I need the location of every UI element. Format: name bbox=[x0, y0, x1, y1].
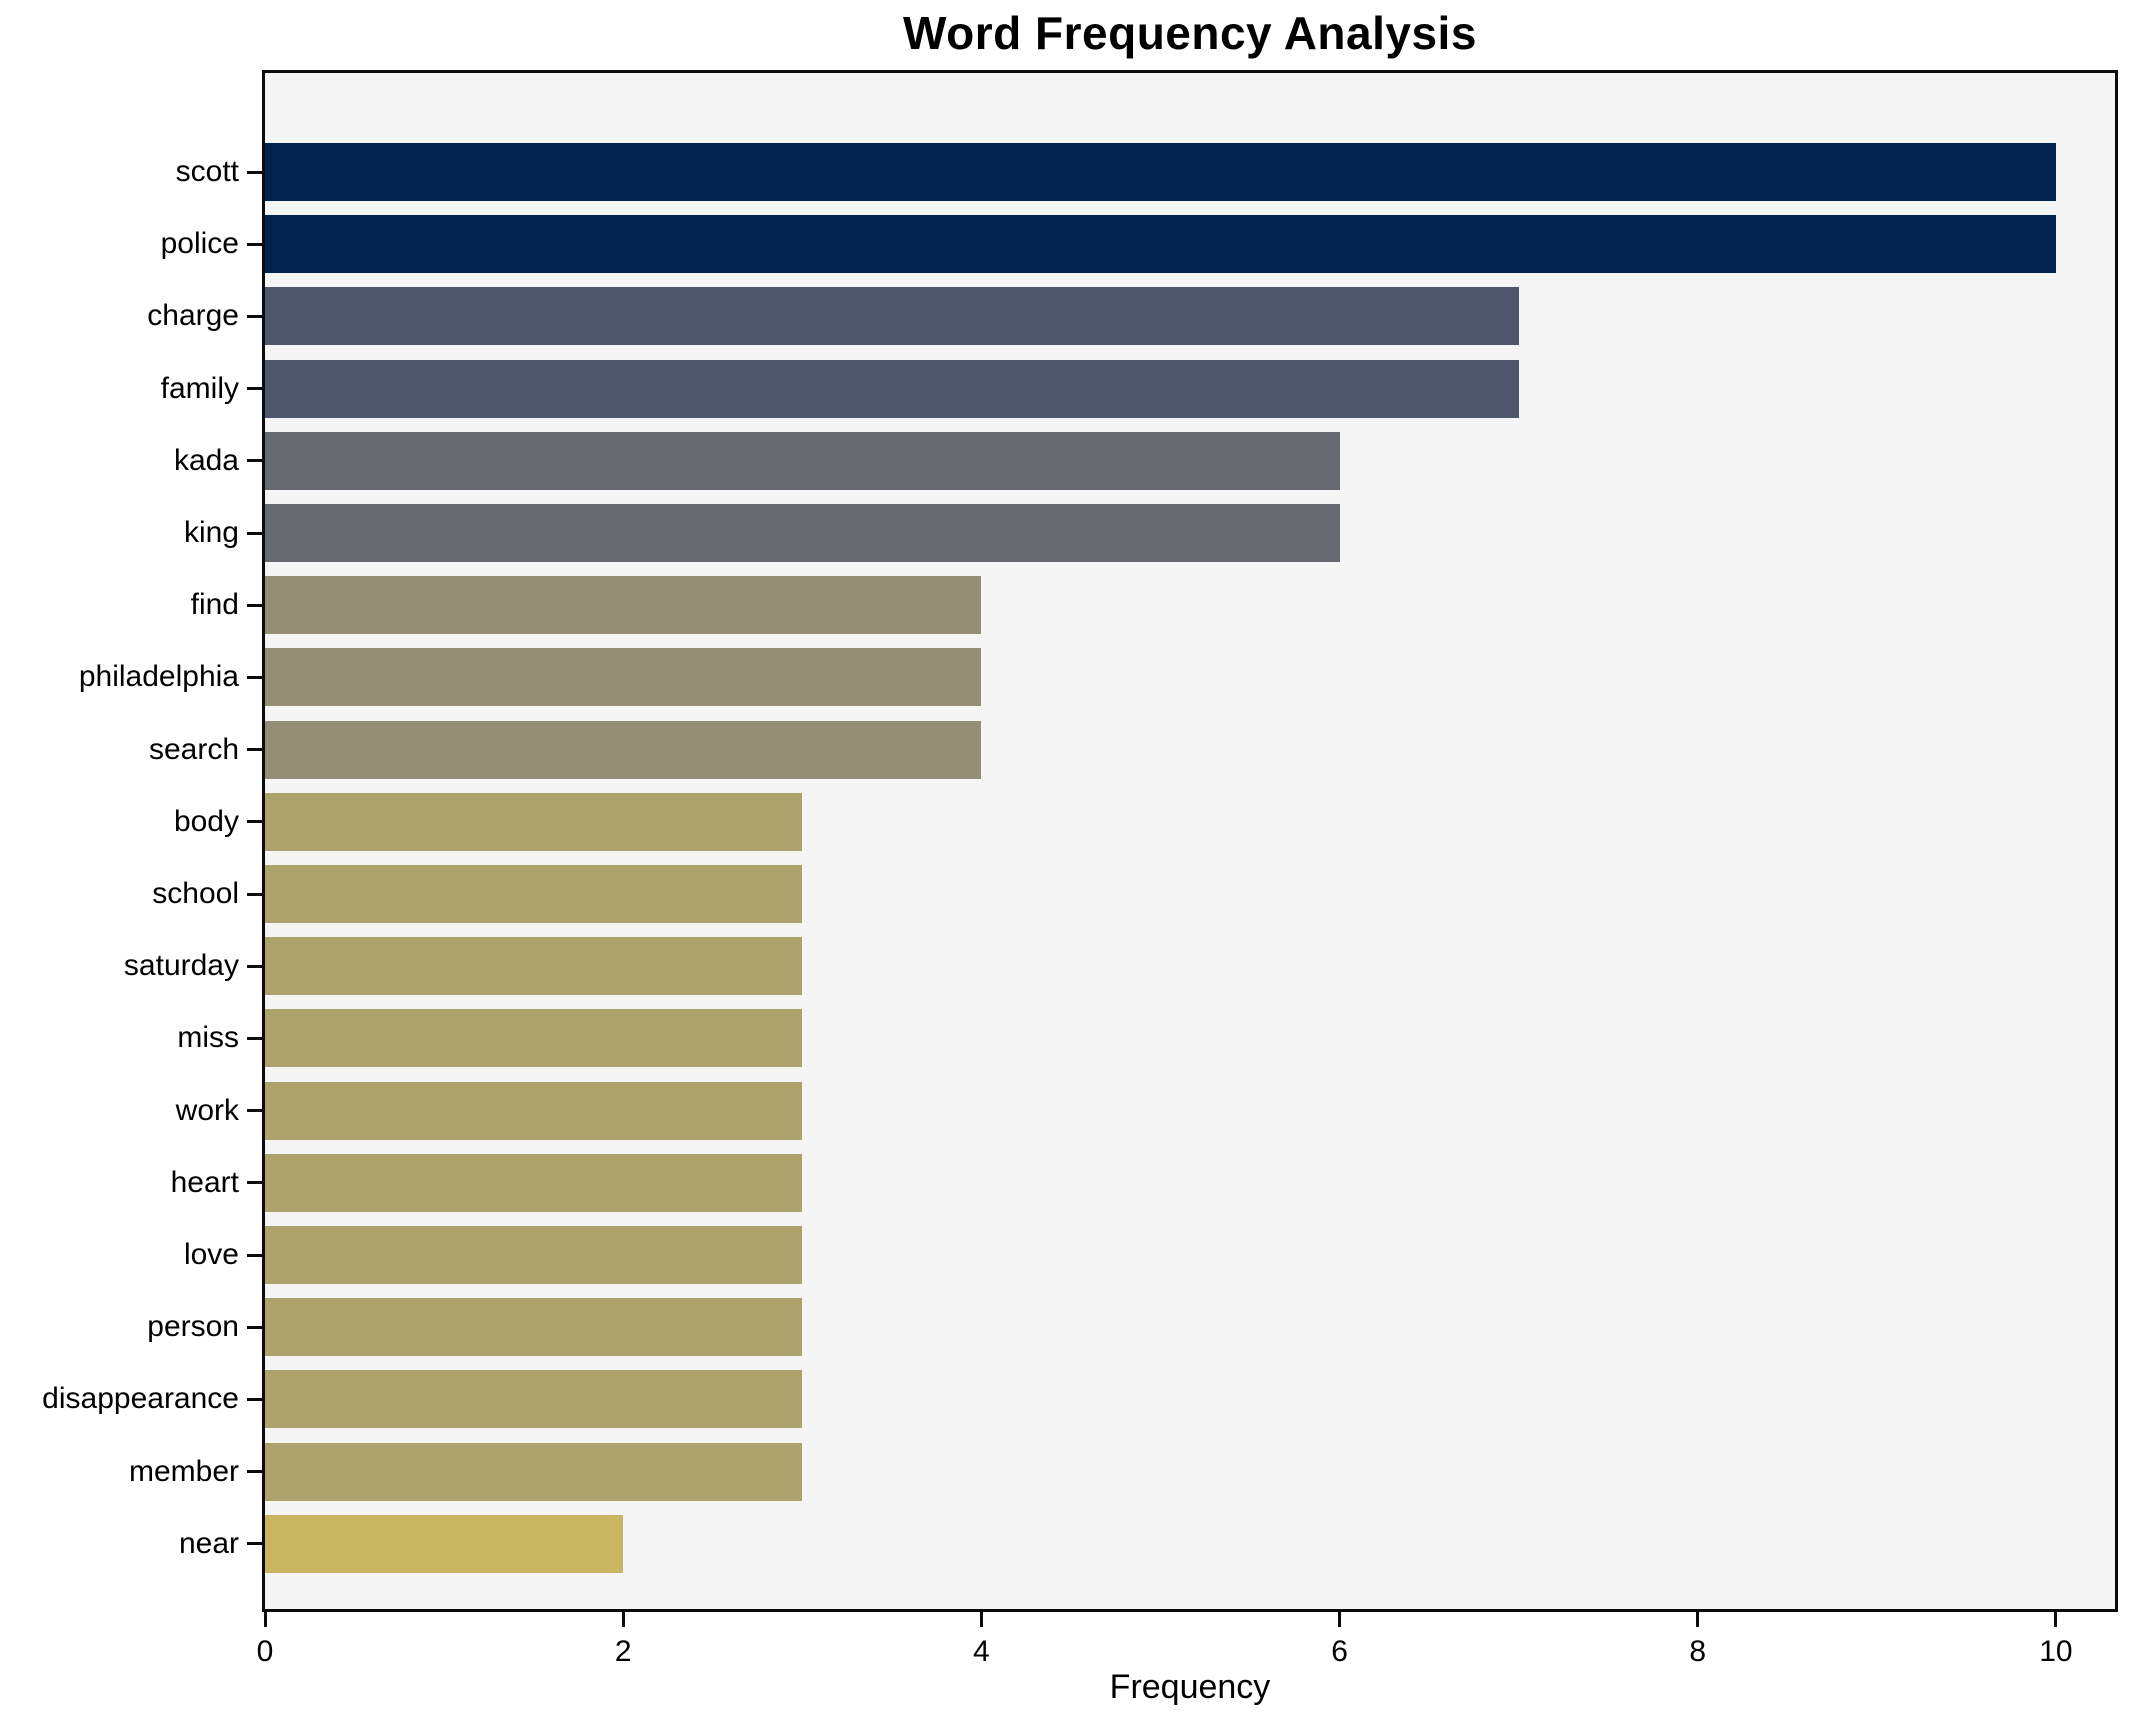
bar-family bbox=[265, 359, 1519, 418]
bar-police bbox=[265, 215, 2056, 274]
bar-search bbox=[265, 720, 982, 779]
x-tick-label-6: 6 bbox=[1331, 1635, 1348, 1668]
x-tick-8 bbox=[1696, 1612, 1700, 1627]
x-tick-4 bbox=[979, 1612, 983, 1627]
y-tick-label-philadelphia: philadelphia bbox=[78, 660, 239, 694]
y-tick-label-family: family bbox=[160, 371, 239, 405]
y-tick-label-king: king bbox=[183, 516, 239, 549]
y-tick-label-disappearance: disappearance bbox=[42, 1382, 239, 1416]
y-tick-charge bbox=[247, 314, 262, 318]
x-tick-label-8: 8 bbox=[1689, 1635, 1707, 1668]
x-axis-label: Frequency bbox=[1109, 1668, 1271, 1706]
x-tick-label-0: 0 bbox=[256, 1635, 274, 1668]
y-tick-disappearance bbox=[247, 1397, 262, 1401]
y-tick-scott bbox=[247, 170, 262, 174]
bar-love bbox=[265, 1226, 803, 1284]
bar-miss bbox=[265, 1009, 803, 1068]
plot-area bbox=[262, 70, 2118, 1612]
bar-heart bbox=[265, 1153, 803, 1212]
y-tick-heart bbox=[247, 1181, 262, 1185]
y-tick-body bbox=[247, 820, 262, 824]
y-tick-label-police: police bbox=[160, 227, 239, 261]
bar-philadelphia bbox=[265, 648, 982, 707]
x-tick-label-10: 10 bbox=[2039, 1635, 2073, 1668]
y-tick-king bbox=[247, 531, 262, 535]
bar-school bbox=[265, 865, 803, 923]
y-tick-label-member: member bbox=[128, 1454, 239, 1488]
bar-king bbox=[265, 504, 1340, 562]
y-tick-label-school: school bbox=[152, 877, 239, 910]
y-tick-label-miss: miss bbox=[177, 1021, 239, 1055]
y-tick-search bbox=[247, 748, 262, 752]
bar-body bbox=[265, 792, 803, 851]
x-tick-0 bbox=[263, 1612, 267, 1627]
x-tick-label-2: 2 bbox=[614, 1635, 632, 1668]
x-tick-6 bbox=[1338, 1612, 1342, 1627]
x-tick-10 bbox=[2054, 1612, 2058, 1627]
y-tick-label-find: find bbox=[190, 588, 239, 622]
x-tick-2 bbox=[621, 1612, 625, 1627]
x-tick-label-4: 4 bbox=[973, 1635, 990, 1668]
y-tick-find bbox=[247, 603, 262, 607]
y-tick-label-kada: kada bbox=[173, 443, 239, 477]
bar-near bbox=[265, 1514, 624, 1573]
y-tick-label-love: love bbox=[183, 1238, 239, 1271]
chart-title: Word Frequency Analysis bbox=[903, 7, 1477, 59]
y-tick-label-person: person bbox=[147, 1310, 239, 1344]
bar-person bbox=[265, 1298, 803, 1357]
y-tick-label-saturday: saturday bbox=[123, 949, 239, 983]
y-tick-label-scott: scott bbox=[175, 155, 239, 188]
bar-charge bbox=[265, 287, 1519, 346]
y-tick-philadelphia bbox=[247, 675, 262, 679]
y-tick-school bbox=[247, 892, 262, 896]
bar-disappearance bbox=[265, 1370, 803, 1429]
y-tick-work bbox=[247, 1109, 262, 1113]
y-tick-member bbox=[247, 1470, 262, 1474]
y-tick-label-charge: charge bbox=[147, 299, 239, 333]
y-tick-miss bbox=[247, 1036, 262, 1040]
y-tick-label-near: near bbox=[178, 1526, 239, 1560]
y-tick-police bbox=[247, 242, 262, 246]
bar-work bbox=[265, 1081, 803, 1140]
y-tick-label-heart: heart bbox=[170, 1165, 239, 1199]
bar-scott bbox=[265, 143, 2056, 201]
y-tick-family bbox=[247, 387, 262, 391]
y-tick-person bbox=[247, 1325, 262, 1329]
y-tick-kada bbox=[247, 459, 262, 463]
y-tick-label-search: search bbox=[148, 732, 239, 766]
y-tick-label-work: work bbox=[175, 1093, 239, 1127]
bar-kada bbox=[265, 431, 1340, 490]
y-tick-near bbox=[247, 1542, 262, 1546]
y-tick-saturday bbox=[247, 964, 262, 968]
y-tick-label-body: body bbox=[173, 804, 239, 838]
bar-saturday bbox=[265, 937, 803, 996]
bar-find bbox=[265, 576, 982, 635]
bar-member bbox=[265, 1442, 803, 1501]
y-tick-love bbox=[247, 1253, 262, 1257]
